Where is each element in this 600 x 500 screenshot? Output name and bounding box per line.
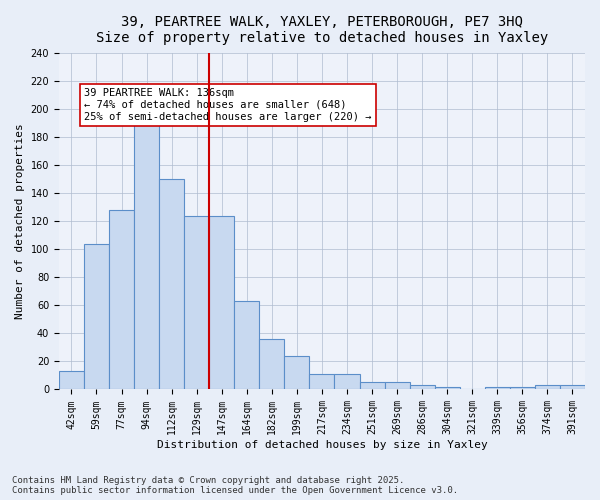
Text: Contains HM Land Registry data © Crown copyright and database right 2025.
Contai: Contains HM Land Registry data © Crown c…	[12, 476, 458, 495]
Bar	[334, 374, 359, 390]
Bar	[510, 386, 535, 390]
Bar	[84, 244, 109, 390]
Bar	[59, 372, 84, 390]
Bar	[184, 216, 209, 390]
Bar	[284, 356, 310, 390]
Text: 39 PEARTREE WALK: 136sqm
← 74% of detached houses are smaller (648)
25% of semi-: 39 PEARTREE WALK: 136sqm ← 74% of detach…	[84, 88, 371, 122]
Title: 39, PEARTREE WALK, YAXLEY, PETERBOROUGH, PE7 3HQ
Size of property relative to de: 39, PEARTREE WALK, YAXLEY, PETERBOROUGH,…	[96, 15, 548, 45]
Bar	[535, 386, 560, 390]
Bar	[410, 386, 434, 390]
Bar	[560, 386, 585, 390]
Bar	[485, 386, 510, 390]
Bar	[109, 210, 134, 390]
Bar	[134, 108, 159, 390]
Bar	[310, 374, 334, 390]
Bar	[359, 382, 385, 390]
Bar	[259, 339, 284, 390]
Y-axis label: Number of detached properties: Number of detached properties	[15, 124, 25, 320]
Bar	[209, 216, 234, 390]
X-axis label: Distribution of detached houses by size in Yaxley: Distribution of detached houses by size …	[157, 440, 487, 450]
Bar	[434, 386, 460, 390]
Bar	[159, 180, 184, 390]
Bar	[234, 301, 259, 390]
Bar	[385, 382, 410, 390]
